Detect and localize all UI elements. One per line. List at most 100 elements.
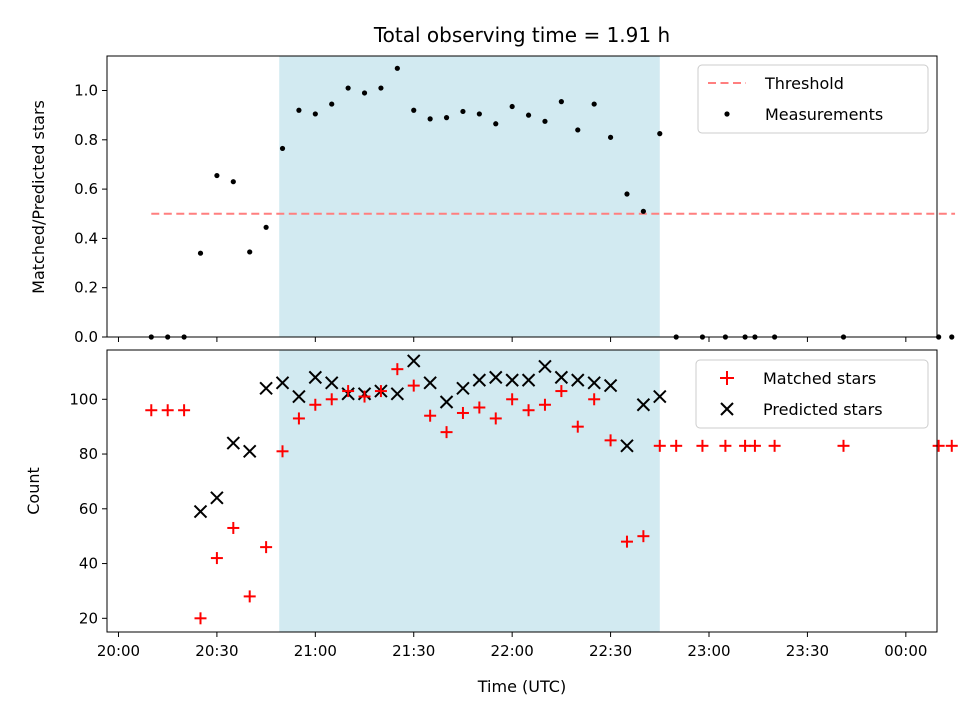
x-tick-label: 00:00 — [884, 642, 927, 660]
matched-star-point — [555, 385, 568, 398]
x-tick-label: 23:00 — [687, 642, 730, 660]
measurement-point — [949, 334, 955, 340]
matched-star-point — [194, 612, 207, 625]
legend-measurements-swatch — [724, 111, 730, 117]
matched-star-point — [506, 393, 519, 406]
bottom-legend-box — [695, 359, 929, 429]
matched-star-point — [945, 439, 958, 452]
matched-star-point — [748, 439, 761, 452]
x-tick-label: 22:30 — [589, 642, 632, 660]
predicted-star-point — [193, 504, 208, 519]
matched-star-point — [325, 393, 338, 406]
predicted-star-point — [308, 370, 323, 385]
matched-star-point — [837, 439, 850, 452]
top-shaded-interval — [279, 56, 660, 337]
matched-star-point — [276, 445, 289, 458]
measurement-point — [591, 101, 597, 107]
measurement-point — [345, 85, 351, 91]
predicted-star-point — [505, 373, 519, 387]
predicted-star-point — [489, 370, 503, 385]
predicted-star-point — [521, 373, 536, 387]
predicted-star-point — [226, 436, 241, 450]
measurement-point — [230, 179, 236, 185]
bottom-x-ticks: 20:00 20:30 21:00 21:30 22:00 22:30 23:00 23:30… — [97, 632, 927, 660]
measurement-point — [575, 127, 581, 133]
matched-star-point — [696, 439, 709, 452]
top-y-tick-label: 0.2 — [74, 279, 98, 297]
measurement-point — [443, 115, 450, 121]
top-plot-frame — [106, 55, 938, 338]
matched-star-point — [538, 398, 551, 411]
x-tick-label: 22:00 — [491, 642, 534, 660]
matched-star-point — [604, 434, 617, 447]
predicted-star-point — [653, 389, 667, 404]
legend-predicted-swatch — [720, 402, 734, 416]
top-x-ticks — [117, 337, 907, 342]
matched-star-point — [292, 412, 305, 425]
matched-star-point — [243, 590, 256, 603]
legend-threshold-label: Threshold — [764, 74, 844, 93]
measurement-point — [394, 65, 400, 71]
predicted-star-point — [554, 370, 569, 385]
top-y-ticks: 0.0 0.2 0.4 0.6 0.8 1.0 — [74, 82, 107, 346]
predicted-star-point — [423, 376, 437, 390]
matched-star-point — [145, 404, 158, 417]
bottom-y-tick-label: 60 — [79, 500, 98, 518]
measurement-point — [558, 99, 564, 105]
x-tick-label: 21:00 — [294, 642, 337, 660]
matched-star-point — [932, 439, 945, 452]
measurement-point — [476, 111, 482, 117]
matched-star-point — [178, 404, 191, 417]
measurement-point — [279, 145, 286, 152]
measurement-point — [493, 121, 499, 127]
chart-title: Total observing time = 1.91 h — [373, 23, 670, 47]
matched-star-point — [588, 393, 601, 406]
top-legend-box — [697, 64, 929, 134]
matched-star-point — [391, 363, 404, 376]
measurement-point — [361, 90, 368, 96]
matched-star-point — [161, 404, 174, 417]
matched-star-point — [571, 420, 584, 433]
matched-star-point — [522, 404, 535, 417]
legend-predicted-label: Predicted stars — [763, 400, 883, 419]
top-y-tick-label: 0.8 — [74, 131, 98, 149]
predicted-star-point — [472, 373, 487, 387]
measurement-point — [525, 112, 532, 118]
measurement-point — [542, 118, 548, 124]
legend-measurements-label: Measurements — [765, 105, 883, 124]
predicted-star-point — [407, 354, 421, 368]
measurement-point — [427, 116, 433, 122]
matched-star-point — [374, 385, 387, 398]
measurement-point — [607, 134, 614, 140]
bottom-y-ticks: 20 40 60 80 100 — [69, 390, 107, 627]
bottom-plot-frame — [106, 349, 938, 633]
legend-matched-label: Matched stars — [763, 369, 876, 388]
matched-star-point — [489, 412, 502, 425]
matched-star-point — [424, 409, 437, 422]
predicted-star-point — [275, 376, 290, 390]
measurement-point — [263, 224, 269, 230]
matched-star-point — [210, 552, 223, 565]
count-points — [145, 354, 958, 625]
top-legend: Threshold Measurements — [697, 64, 929, 134]
predicted-star-point — [243, 444, 257, 459]
predicted-star-point — [325, 376, 339, 390]
bottom-y-tick-label: 80 — [79, 445, 98, 463]
top-y-tick-label: 0.0 — [74, 328, 98, 346]
bottom-panel: 20:00 20:30 21:00 21:30 22:00 22:30 23:00 23:30… — [24, 349, 958, 696]
matched-star-point — [670, 439, 683, 452]
x-tick-label: 20:00 — [97, 642, 140, 660]
matched-star-point — [620, 535, 633, 548]
matched-star-point — [653, 439, 666, 452]
bottom-y-axis-label: Count — [24, 467, 43, 515]
predicted-star-point — [620, 439, 634, 453]
matched-star-point — [637, 530, 650, 543]
predicted-star-point — [210, 491, 224, 505]
predicted-star-point — [538, 359, 552, 374]
matched-star-point — [473, 401, 486, 414]
matched-star-point — [440, 426, 453, 439]
measurement-point — [312, 111, 318, 117]
measurement-point — [624, 191, 630, 197]
x-axis-label: Time (UTC) — [477, 677, 566, 696]
